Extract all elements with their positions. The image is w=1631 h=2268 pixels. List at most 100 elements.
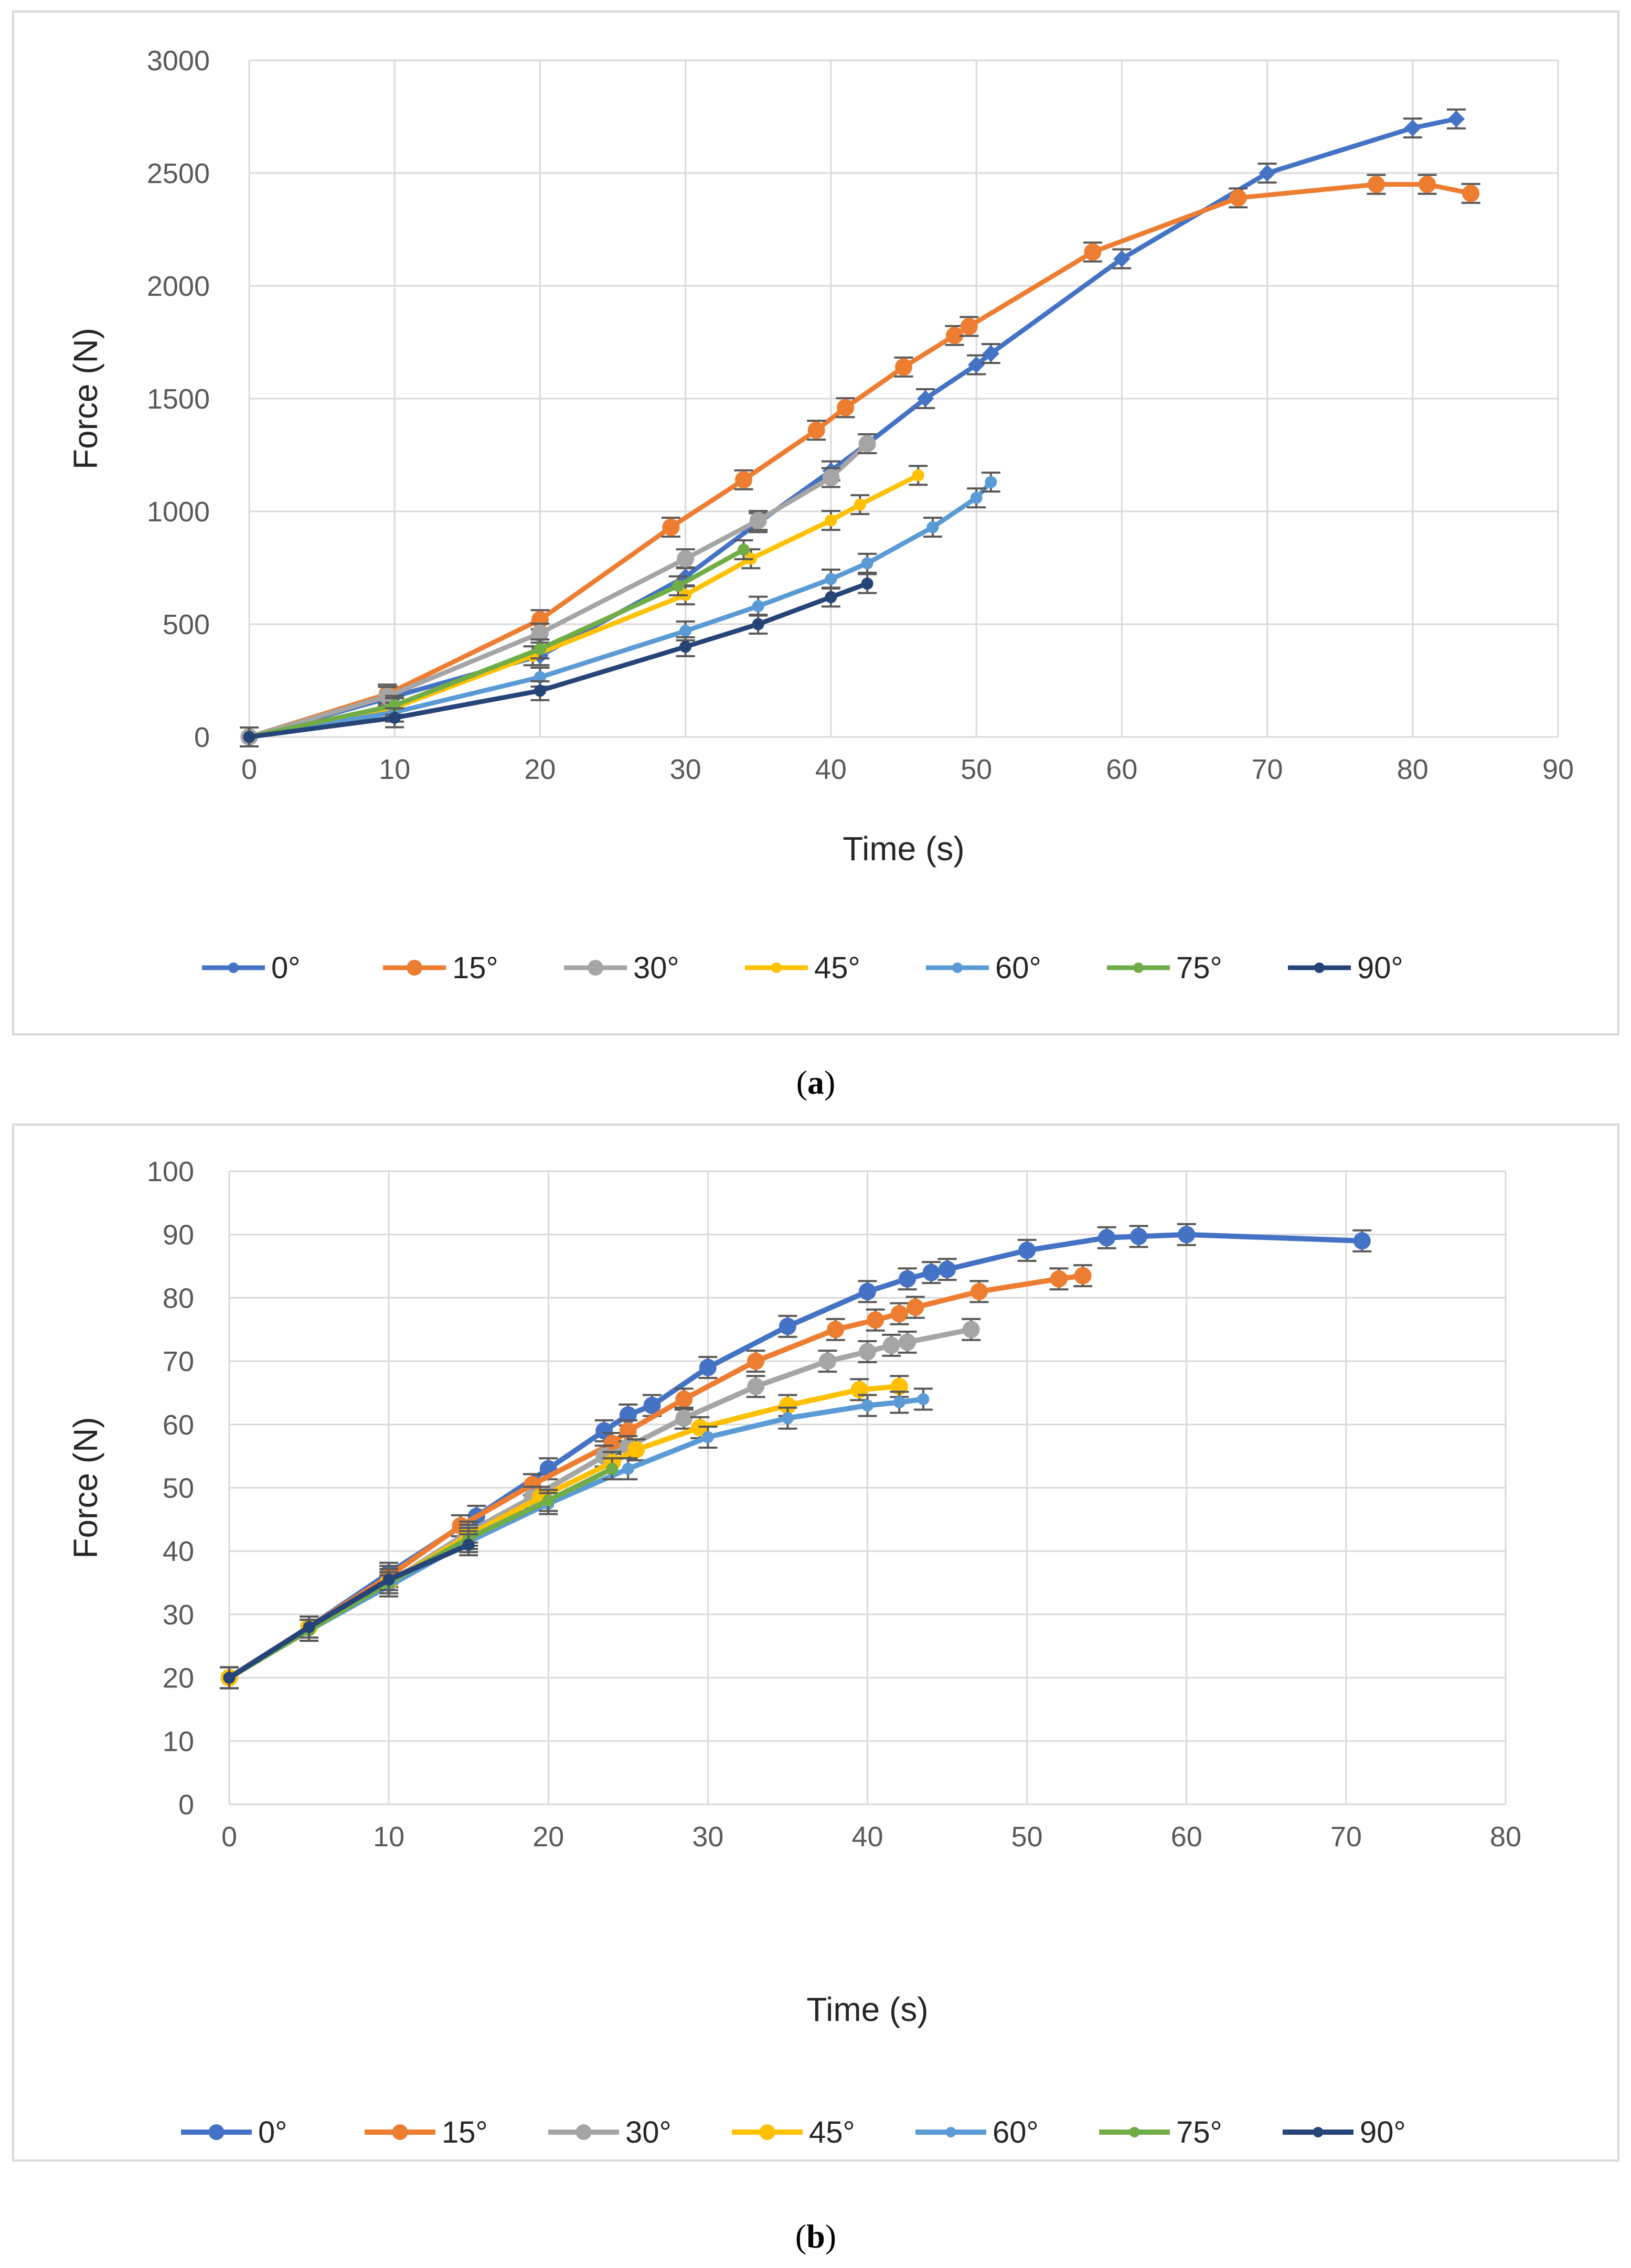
legend-label: 0°: [271, 951, 300, 985]
panel-b: 0 10 20 30 40 50 60 70 800102030405060708090100 …: [12, 1124, 1619, 2162]
legend-label: 45°: [814, 951, 860, 985]
data-point: [985, 476, 997, 488]
legend-marker: [771, 962, 782, 973]
panel-a-series: [240, 108, 1480, 747]
data-point: [926, 521, 939, 533]
data-point: [627, 1441, 645, 1459]
data-point: [1018, 1242, 1036, 1259]
legend-label: 15°: [452, 951, 498, 985]
x-tick-label: 70: [1252, 754, 1283, 785]
data-point: [861, 577, 873, 590]
y-tick-label: 80: [163, 1282, 194, 1314]
legend-label: 30°: [625, 2115, 671, 2149]
data-point: [223, 1672, 236, 1684]
data-point: [1098, 1229, 1116, 1247]
x-tick-label: 20: [524, 754, 556, 785]
y-tick-label: 70: [163, 1346, 194, 1377]
data-point: [534, 684, 546, 697]
data-point: [675, 1409, 693, 1427]
x-tick-label: 40: [815, 754, 847, 785]
data-point: [867, 1311, 884, 1329]
caption-paren: ): [825, 2218, 836, 2255]
data-point: [825, 514, 837, 527]
legend-label: 45°: [809, 2115, 855, 2149]
data-point: [822, 469, 840, 486]
data-point: [837, 399, 855, 416]
legend-label: 75°: [1176, 951, 1222, 985]
caption-paren: ): [824, 1064, 835, 1101]
x-tick-label: 50: [961, 754, 992, 785]
data-point: [699, 1358, 717, 1376]
data-point: [1050, 1270, 1068, 1288]
y-tick-label: 40: [163, 1536, 194, 1567]
x-tick-label: 0: [221, 1821, 237, 1853]
panel-b-caption: (b): [795, 2218, 836, 2255]
data-point: [749, 511, 767, 529]
data-point: [622, 1462, 634, 1475]
legend-marker: [945, 2127, 956, 2137]
y-tick-label: 100: [147, 1156, 194, 1188]
legend-marker: [952, 962, 963, 973]
data-point: [861, 557, 873, 570]
data-point: [462, 1538, 475, 1551]
data-point: [970, 491, 983, 504]
data-point: [1259, 164, 1276, 182]
data-point: [967, 356, 985, 373]
x-tick-label: 60: [1106, 754, 1137, 785]
legend-label: 90°: [1360, 2115, 1406, 2149]
caption-letter: b: [806, 2218, 825, 2255]
data-point: [916, 390, 934, 408]
data-point: [388, 711, 401, 724]
legend-label: 0°: [258, 2115, 287, 2149]
data-point: [243, 731, 255, 743]
legend-marker: [1129, 2127, 1140, 2137]
y-tick-label: 1500: [147, 383, 210, 415]
data-point: [825, 573, 837, 585]
data-point: [1367, 176, 1385, 193]
data-point: [859, 1343, 876, 1361]
data-point: [882, 1336, 900, 1354]
panel-b-ticks: 0 10 20 30 40 50 60 70 80 0 10 20 30 40 50 60 70 80 90 100: [147, 1156, 1521, 1853]
data-point: [672, 580, 685, 592]
data-point: [962, 1321, 980, 1339]
x-tick-label: 30: [692, 1821, 723, 1853]
legend-label: 30°: [633, 951, 679, 985]
y-tick-label: 3000: [147, 45, 210, 77]
data-point: [1130, 1227, 1148, 1245]
data-point: [1404, 119, 1421, 137]
data-point: [1178, 1226, 1196, 1244]
data-point: [858, 435, 876, 453]
data-point: [675, 1390, 693, 1408]
data-point: [1229, 189, 1247, 207]
data-point: [542, 1494, 555, 1507]
data-point: [534, 643, 546, 655]
data-point: [701, 1431, 714, 1443]
data-point: [982, 345, 999, 362]
panel-a-grid: [248, 59, 1559, 738]
data-point: [662, 518, 680, 536]
y-tick-label: 0: [194, 722, 210, 753]
data-point: [752, 618, 764, 630]
legend-label: 60°: [993, 2115, 1039, 2149]
series-line: [227, 1542, 472, 1681]
data-point: [859, 1282, 876, 1300]
data-point: [818, 1352, 836, 1370]
legend-label: 90°: [1357, 951, 1403, 985]
series-line: [227, 1273, 1086, 1681]
x-tick-label: 10: [373, 1821, 404, 1853]
x-tick-label: 80: [1490, 1821, 1521, 1853]
caption-paren: (: [795, 2218, 806, 2255]
legend-marker: [1314, 962, 1325, 973]
data-point: [1074, 1267, 1092, 1285]
x-tick-label: 70: [1330, 1821, 1362, 1853]
data-point: [827, 1321, 845, 1339]
legend-marker: [575, 2124, 592, 2140]
x-tick-label: 60: [1171, 1821, 1202, 1853]
legend-marker: [1313, 2127, 1324, 2137]
legend-marker: [407, 960, 422, 976]
data-point: [890, 1305, 908, 1323]
data-point: [850, 1381, 868, 1398]
x-tick-label: 40: [851, 1821, 883, 1853]
legend-label: 15°: [442, 2115, 488, 2149]
data-point: [1447, 110, 1465, 127]
